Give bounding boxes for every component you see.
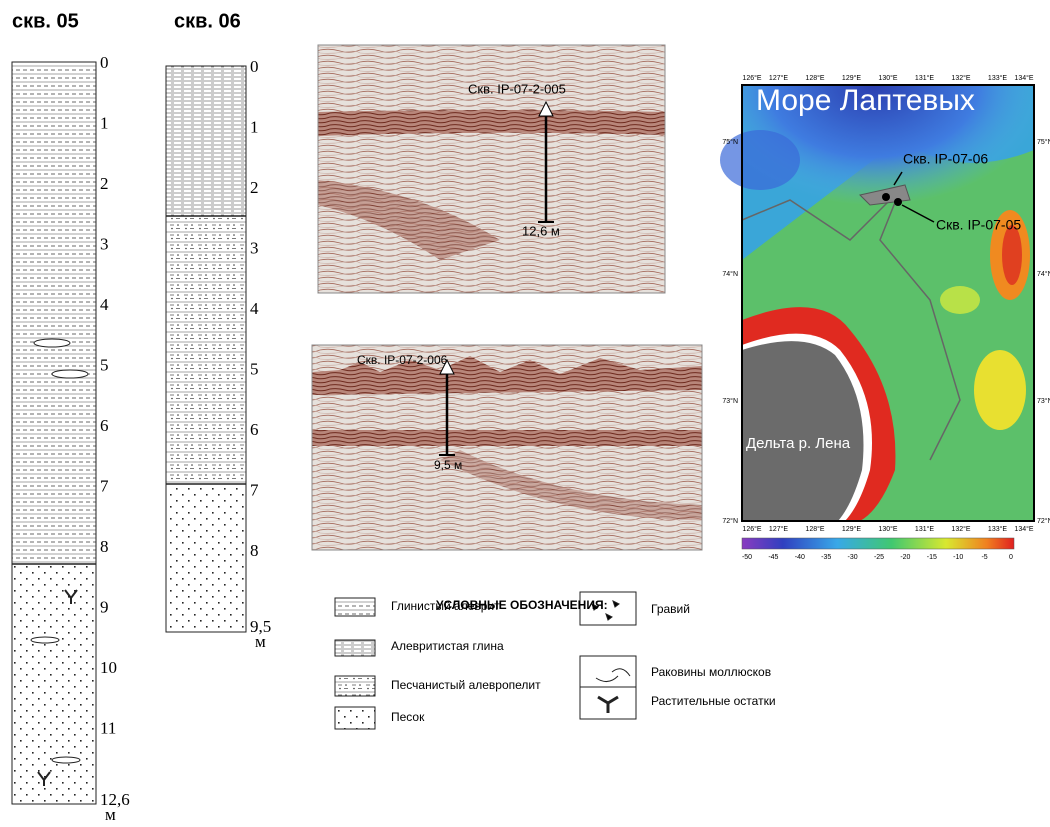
lon-label: 131°E (915, 525, 934, 533)
seismic-profile: Скв. IP-07-2-005 12,6 м (318, 45, 665, 293)
lon-label: 132°E (951, 525, 970, 533)
thickness-label: 9,5 м (434, 458, 462, 472)
depth-label: 2 (250, 178, 259, 197)
delta-label: Дельта р. Лена (746, 435, 851, 452)
map-title: Море Лаптевых (756, 84, 975, 117)
lon-label: 131°E (915, 74, 934, 82)
depth-label: 5 (100, 355, 109, 374)
lon-label: 133°E (988, 74, 1007, 82)
lon-label: 134°E (1014, 74, 1033, 82)
depth-label: 3 (100, 234, 109, 253)
lat-label: 74°N (1037, 270, 1050, 278)
lon-label: 129°E (842, 74, 861, 82)
depth-label: 6 (250, 420, 259, 439)
depth-label: 10 (100, 658, 117, 677)
legend-label: Гравий (651, 602, 690, 616)
depth-label: 8 (250, 541, 259, 560)
lon-label: 130°E (878, 74, 897, 82)
depth-label: 7 (250, 480, 259, 499)
lon-label: 134°E (1014, 525, 1033, 533)
borehole-title: скв. 05 (12, 10, 79, 32)
lon-label: 128°E (805, 74, 824, 82)
depth-label: 1 (250, 117, 259, 136)
lon-label: 126°E (742, 74, 761, 82)
legend-label: Растительные остатки (651, 694, 776, 708)
depth-label: 2 (100, 174, 109, 193)
colorbar-tick-label: -50 (742, 554, 752, 561)
borehole-column (12, 62, 96, 804)
legend-label: Песок (391, 710, 425, 724)
lon-label: 129°E (842, 525, 861, 533)
lat-label: 74°N (722, 270, 738, 278)
depth-label: 6 (100, 416, 109, 435)
legend-label: Алевритистая глина (391, 639, 504, 653)
figure: скв. 05 скв. 06 Скв. IP-07-2-005 12,6 м … (0, 0, 1050, 822)
depth-label: 1 (100, 113, 109, 132)
lat-label: 73°N (1037, 397, 1050, 405)
colorbar-tick-label: -15 (927, 554, 937, 561)
map: Море Лаптевых Скв. IP-07-06 Скв. IP-07-0… (720, 84, 1034, 549)
profile-label: Скв. IP-07-2-006 (357, 353, 448, 367)
colorbar-tick-label: 0 (1009, 554, 1013, 561)
depth-label: 11 (100, 718, 116, 737)
lon-label: 127°E (769, 74, 788, 82)
colorbar-tick-label: -35 (821, 554, 831, 561)
seismic-profile: Скв. IP-07-2-006 9,5 м (312, 345, 702, 550)
colorbar-tick-label: -45 (768, 554, 778, 561)
depth-label: 7 (100, 476, 109, 495)
lat-label: 75°N (1037, 138, 1050, 146)
well-label: Скв. IP-07-06 (903, 151, 988, 167)
lon-label: 133°E (988, 525, 1007, 533)
lat-label: 75°N (722, 138, 738, 146)
borehole-column (166, 66, 246, 632)
borehole-title: скв. 06 (174, 10, 241, 32)
lon-label: 126°E (742, 525, 761, 533)
colorbar-tick-label: -30 (848, 554, 858, 561)
legend-label: Раковины моллюсков (651, 665, 771, 679)
unit-label: м (255, 632, 266, 651)
legend-label: Глинистый алеврит (391, 599, 500, 613)
lat-label: 73°N (722, 397, 738, 405)
depth-label: 4 (250, 299, 259, 318)
colorbar-tick-label: -10 (953, 554, 963, 561)
lat-label: 72°N (1037, 517, 1050, 525)
lon-label: 127°E (769, 525, 788, 533)
colorbar-tick-label: -5 (981, 554, 987, 561)
depth-label: 3 (250, 238, 259, 257)
depth-label: 0 (100, 53, 109, 72)
colorbar-tick-label: -25 (874, 554, 884, 561)
lon-label: 128°E (805, 525, 824, 533)
unit-label: м (105, 805, 116, 822)
thickness-label: 12,6 м (522, 223, 560, 238)
depth-label: 5 (250, 359, 259, 378)
depth-label: 8 (100, 537, 109, 556)
lon-label: 132°E (951, 74, 970, 82)
colorbar (742, 538, 1014, 549)
depth-label: 4 (100, 295, 109, 314)
legend-label: Песчанистый алевропелит (391, 678, 541, 692)
profile-label: Скв. IP-07-2-005 (468, 81, 566, 96)
colorbar-tick-label: -40 (795, 554, 805, 561)
lon-label: 130°E (878, 525, 897, 533)
depth-label: 0 (250, 57, 259, 76)
well-label: Скв. IP-07-05 (936, 217, 1021, 233)
lat-label: 72°N (722, 517, 738, 525)
depth-label: 9 (100, 597, 109, 616)
colorbar-tick-label: -20 (900, 554, 910, 561)
